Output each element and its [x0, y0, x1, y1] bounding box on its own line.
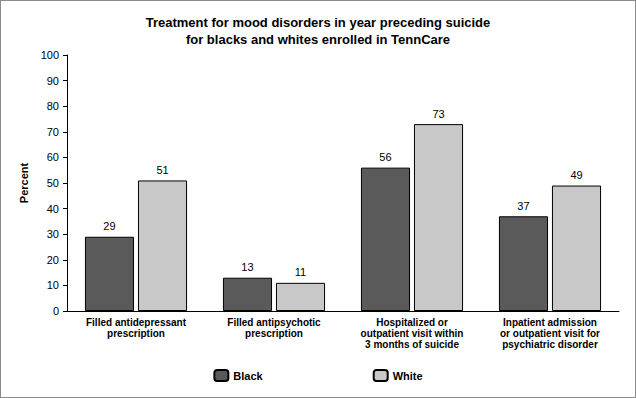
svg-text:3 months of suicide: 3 months of suicide: [365, 339, 459, 350]
svg-text:30: 30: [47, 228, 59, 240]
svg-text:Treatment for mood disorders i: Treatment for mood disorders in year pre…: [146, 15, 491, 30]
svg-text:Percent: Percent: [18, 162, 30, 203]
svg-text:White: White: [393, 370, 423, 382]
svg-text:49: 49: [570, 169, 582, 181]
svg-text:80: 80: [47, 100, 59, 112]
svg-text:prescription: prescription: [245, 328, 303, 339]
svg-text:90: 90: [47, 75, 59, 87]
svg-text:56: 56: [379, 151, 391, 163]
svg-text:Inpatient admission: Inpatient admission: [503, 317, 597, 328]
svg-text:50: 50: [47, 177, 59, 189]
svg-text:Filled antidepressant: Filled antidepressant: [86, 317, 187, 328]
svg-text:Black: Black: [233, 370, 263, 382]
svg-text:51: 51: [156, 164, 168, 176]
svg-text:70: 70: [47, 126, 59, 138]
svg-text:100: 100: [41, 49, 59, 61]
svg-text:20: 20: [47, 254, 59, 266]
svg-text:0: 0: [53, 305, 59, 317]
svg-text:prescription: prescription: [107, 328, 165, 339]
svg-text:11: 11: [295, 266, 306, 278]
svg-text:Hospitalized or: Hospitalized or: [376, 317, 448, 328]
svg-text:73: 73: [432, 108, 444, 120]
svg-text:29: 29: [103, 220, 115, 232]
svg-text:Filled antipsychotic: Filled antipsychotic: [227, 317, 321, 328]
svg-text:13: 13: [241, 261, 253, 273]
svg-text:for blacks and whites enrolled: for blacks and whites enrolled in TennCa…: [186, 32, 450, 47]
svg-text:or outpatient visit for: or outpatient visit for: [500, 328, 600, 339]
svg-text:psychiatric disorder: psychiatric disorder: [502, 339, 598, 350]
svg-text:10: 10: [47, 279, 59, 291]
svg-text:60: 60: [47, 151, 59, 163]
svg-text:37: 37: [517, 200, 529, 212]
svg-text:40: 40: [47, 203, 59, 215]
svg-text:outpatient visit within: outpatient visit within: [361, 328, 464, 339]
